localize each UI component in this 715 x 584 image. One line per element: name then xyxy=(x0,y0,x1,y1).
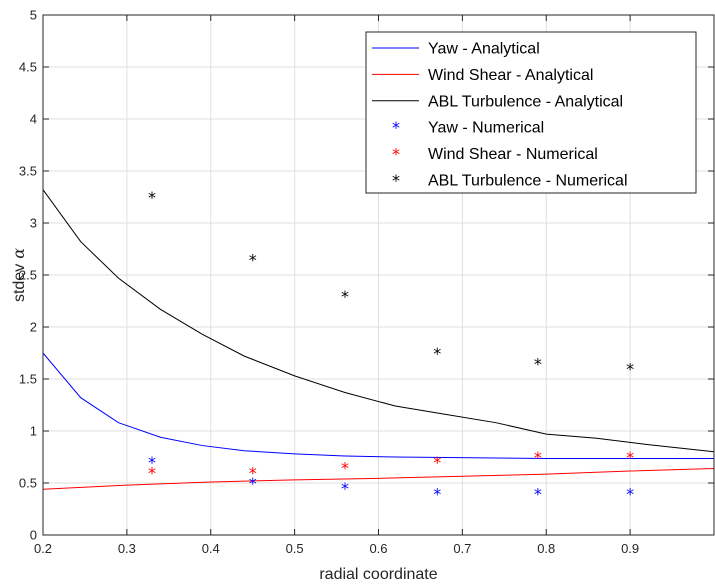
series-markers: ** * * * ** * * * * ****** * xyxy=(148,188,634,503)
marker-yaw-numerical: * xyxy=(341,479,349,498)
marker-wind-shear-numerical: * xyxy=(534,448,542,467)
marker-wind-shear-numerical: * xyxy=(249,464,257,483)
legend-swatch-yaw-numerical: * xyxy=(392,118,400,137)
y-tick-label: 3 xyxy=(30,216,37,231)
y-tick-label: 1 xyxy=(30,424,37,439)
x-tick-label: 0.3 xyxy=(118,541,136,556)
x-axis-label: radial coordinate xyxy=(319,566,437,583)
y-axis-label-text: stdev xyxy=(11,264,28,302)
y-tick-label: 4.5 xyxy=(19,60,37,75)
x-tick-label: 0.6 xyxy=(369,541,387,556)
marker-wind-shear-numerical: * xyxy=(148,464,156,483)
marker-abl-turbulence-numerical: * xyxy=(341,287,349,306)
legend-swatch-abl-turbulence-numerical: * xyxy=(392,171,400,190)
x-tick-label: 0.2 xyxy=(34,541,52,556)
legend-entry-wind-shear-analytical: Wind Shear - Analytical xyxy=(428,67,593,84)
marker-yaw-numerical: * xyxy=(148,453,156,472)
x-tick-label: 0.9 xyxy=(621,541,639,556)
series-line-abl-turbulence-analytical xyxy=(42,189,715,453)
ticks xyxy=(42,14,714,536)
marker-yaw-numerical: * xyxy=(626,484,634,503)
y-tick-label: 1.5 xyxy=(19,372,37,387)
legend-entry-abl-turbulence-analytical: ABL Turbulence - Analytical xyxy=(428,93,623,110)
x-tick-label: 0.8 xyxy=(537,541,555,556)
y-tick-label: 5 xyxy=(30,8,37,23)
legend-entry-abl-turbulence-numerical: ABL Turbulence - Numerical xyxy=(428,173,628,190)
marker-abl-turbulence-numerical: * xyxy=(433,344,441,363)
marker-abl-turbulence-numerical: * xyxy=(148,188,156,207)
y-tick-label: 2.5 xyxy=(19,268,37,283)
legend-entry-wind-shear-numerical: Wind Shear - Numerical xyxy=(428,146,598,163)
marker-wind-shear-numerical: * xyxy=(626,448,634,467)
marker-yaw-numerical: * xyxy=(433,484,441,503)
legend-swatch-wind-shear-numerical: * xyxy=(392,145,400,164)
y-tick-label: 2 xyxy=(30,320,37,335)
legend-entry-yaw-analytical: Yaw - Analytical xyxy=(428,41,540,58)
marker-yaw-numerical: * xyxy=(534,484,542,503)
y-tick-label: 3.5 xyxy=(19,164,37,179)
series-line-wind-shear-analytical xyxy=(42,467,715,490)
series-lines xyxy=(42,189,715,490)
y-tick-label: 0 xyxy=(30,528,37,543)
y-axis-label: stdev α xyxy=(9,248,28,302)
y-axis-label-symbol: α xyxy=(9,248,28,259)
marker-yaw-numerical: * xyxy=(249,474,257,493)
x-tick-label: 0.4 xyxy=(202,541,220,556)
series-line-yaw-analytical xyxy=(42,352,714,460)
x-tick-label: 0.5 xyxy=(286,541,304,556)
marker-wind-shear-numerical: * xyxy=(341,458,349,477)
y-tick-label: 0.5 xyxy=(19,476,37,491)
marker-wind-shear-numerical: * xyxy=(433,453,441,472)
marker-abl-turbulence-numerical: * xyxy=(626,360,634,379)
marker-abl-turbulence-numerical: * xyxy=(249,250,257,269)
legend-entry-yaw-numerical: Yaw - Numerical xyxy=(428,120,544,137)
tick-labels: 0.2 0.3 0.4 0.5 0.6 0.7 0.8 0.9 0 0.5 1 1.5 2 2.5 3 3.5… xyxy=(19,8,639,557)
legend: Yaw - Analytical Wind Shear - Analytical A… xyxy=(365,31,697,194)
y-tick-label: 4 xyxy=(30,112,37,127)
x-tick-label: 0.7 xyxy=(453,541,471,556)
legend-box xyxy=(365,31,697,194)
marker-abl-turbulence-numerical: * xyxy=(534,354,542,373)
